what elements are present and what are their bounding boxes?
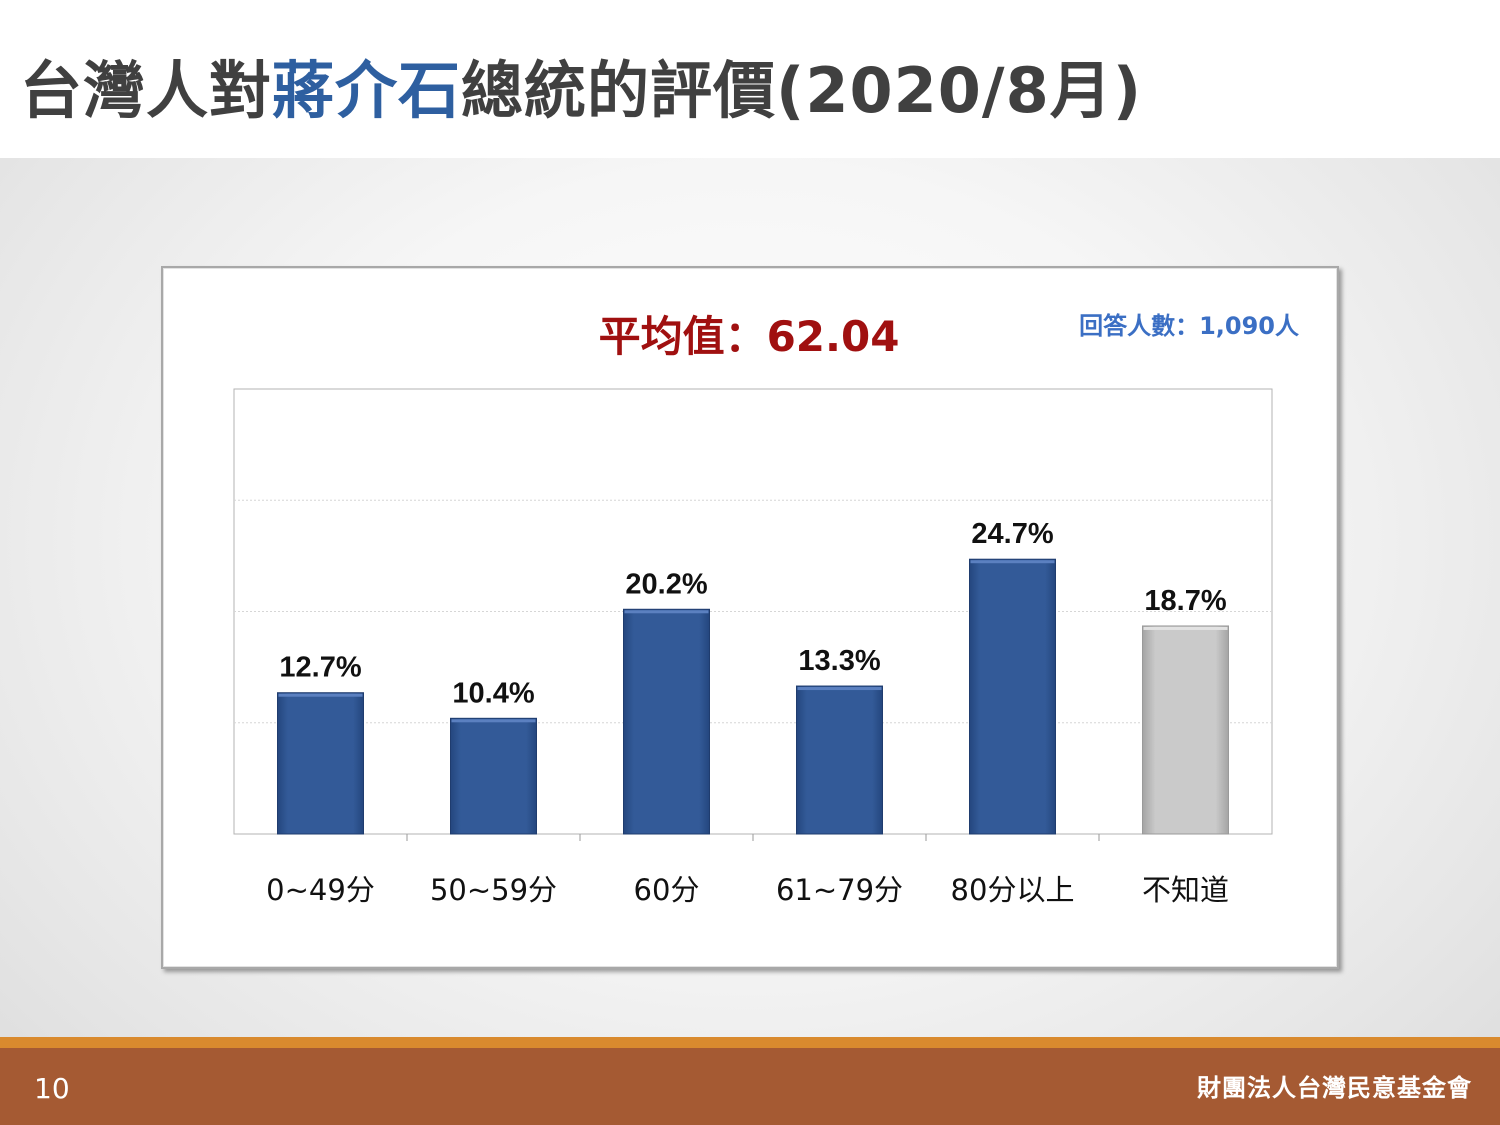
data-label: 12.7% xyxy=(279,652,361,684)
data-label: 13.3% xyxy=(798,645,880,677)
bar-chart: 平均值：62.04 回答人數：1,090人 12.7% 10.4% 20.2% 13.… xyxy=(233,312,1299,907)
title-highlight: 蔣介石 xyxy=(272,54,462,127)
bar-top-highlight xyxy=(278,693,363,697)
slide-title: 台灣人對蔣介石總統的評價(2020/8月) xyxy=(20,40,1142,130)
sample-size-note: 回答人數：1,090人 xyxy=(1079,312,1299,340)
category-labels: 0~49分 50~59分 60分 61~79分 80分以上 不知道 xyxy=(266,873,1229,907)
chart-title: 平均值：62.04 xyxy=(599,312,900,361)
data-label: 18.7% xyxy=(1144,585,1226,617)
title-suffix: 總統的評價(2020/8月) xyxy=(461,54,1143,127)
organization-name: 財團法人台灣民意基金會 xyxy=(1197,1074,1472,1102)
gridlines xyxy=(234,499,1272,841)
data-label: 10.4% xyxy=(452,677,534,709)
category-label: 61~79分 xyxy=(776,873,903,907)
chart-card: 平均值：62.04 回答人數：1,090人 12.7% 10.4% 20.2% 13.… xyxy=(161,266,1339,969)
category-label: 50~59分 xyxy=(430,873,557,907)
bar-6 xyxy=(1142,625,1229,835)
footer-bar: 10 財團法人台灣民意基金會 xyxy=(0,1048,1500,1125)
bar-5 xyxy=(969,558,1056,835)
bar-top-highlight xyxy=(451,719,536,723)
bars xyxy=(277,558,1229,835)
title-band xyxy=(0,0,1500,158)
bar-top-highlight xyxy=(797,687,882,691)
data-labels: 12.7% 10.4% 20.2% 13.3% 24.7% 18.7% xyxy=(279,518,1226,709)
category-label: 60分 xyxy=(634,873,700,907)
page-number: 10 xyxy=(34,1072,70,1105)
bar-3 xyxy=(623,608,710,835)
plot-area xyxy=(233,388,1273,835)
category-label: 0~49分 xyxy=(266,873,375,907)
data-label: 20.2% xyxy=(625,568,707,600)
title-prefix: 台灣人對 xyxy=(20,54,273,127)
bar-top-highlight xyxy=(1143,626,1228,630)
bar-2 xyxy=(450,717,537,835)
category-label: 不知道 xyxy=(1142,873,1229,907)
footer-accent-line xyxy=(0,1037,1500,1048)
bar-4 xyxy=(796,685,883,835)
bar-top-highlight xyxy=(970,560,1055,564)
bar-1 xyxy=(277,692,364,835)
bar-top-highlight xyxy=(624,610,709,614)
category-label: 80分以上 xyxy=(951,873,1075,907)
data-label: 24.7% xyxy=(971,518,1053,550)
